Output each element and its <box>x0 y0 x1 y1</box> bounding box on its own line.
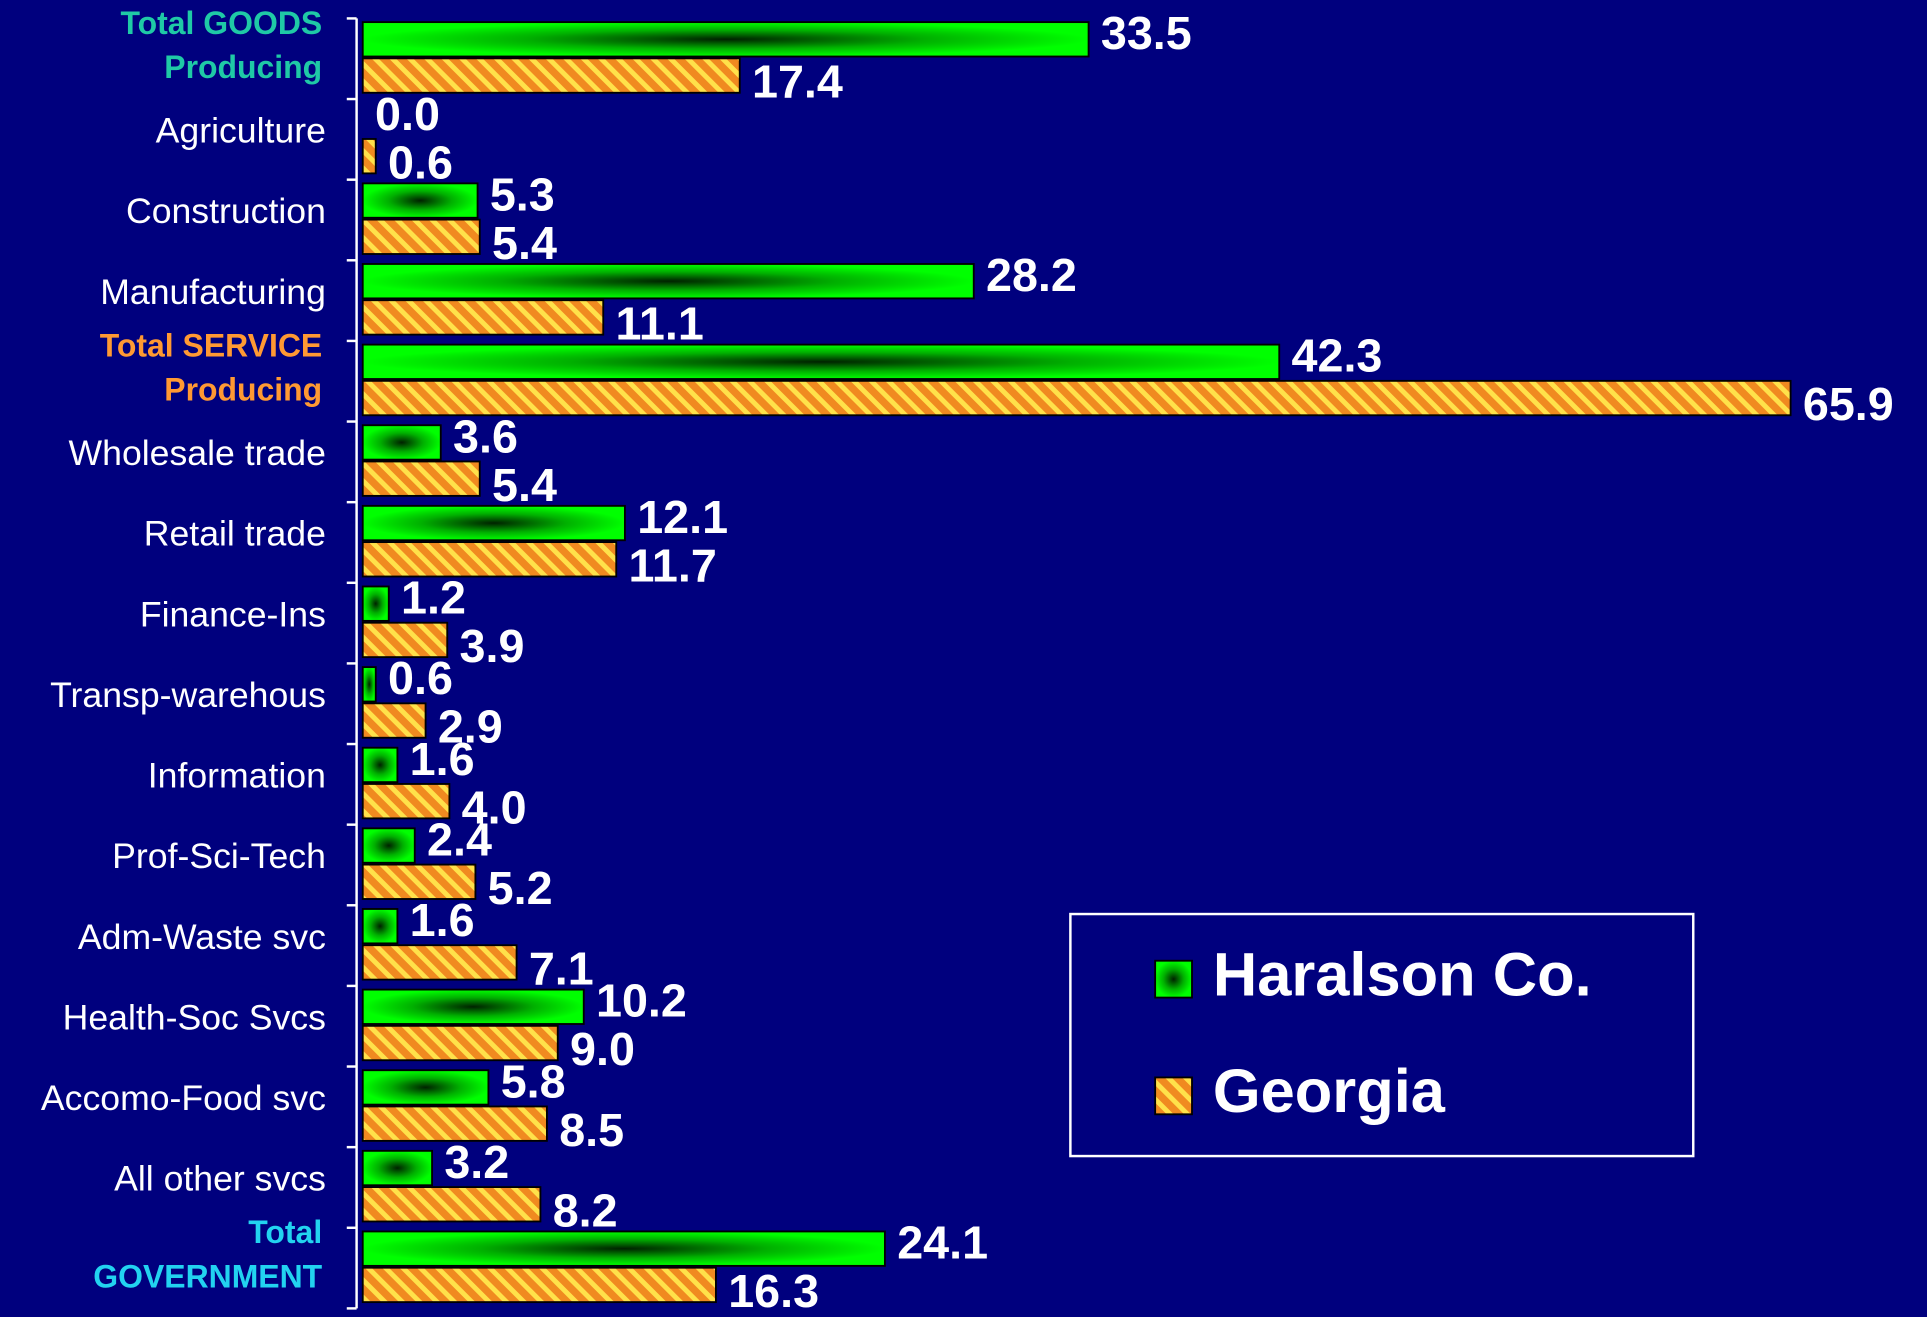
bar <box>361 827 416 864</box>
data-label: 24.1 <box>897 1217 988 1269</box>
data-label: 33.5 <box>1101 7 1192 59</box>
y-tick-label: Construction <box>126 191 326 231</box>
bar <box>361 460 481 497</box>
y-tick-label: Finance-Ins <box>140 594 326 634</box>
y-tick-label: Transp-warehous <box>50 675 326 715</box>
bar <box>361 1105 548 1142</box>
data-label: 1.6 <box>410 894 475 946</box>
data-label: 9.0 <box>570 1023 635 1075</box>
data-label: 42.3 <box>1292 330 1383 382</box>
y-tick-label: Health-Soc Svcs <box>63 997 326 1037</box>
bar <box>361 299 605 336</box>
data-label: 11.7 <box>629 539 717 591</box>
legend-label: Georgia <box>1213 1057 1446 1126</box>
data-label: 0.6 <box>388 652 453 704</box>
y-tick-label: Agriculture <box>156 111 326 151</box>
data-label: 0.6 <box>388 136 453 188</box>
data-label: 12.1 <box>637 491 728 543</box>
data-label: 8.2 <box>553 1184 618 1236</box>
bar <box>361 379 1792 417</box>
bar <box>361 138 377 175</box>
bar <box>361 1149 433 1187</box>
bar <box>361 1266 717 1304</box>
y-tick-label: Manufacturing <box>100 272 326 312</box>
legend-box <box>1069 912 1695 1158</box>
bar <box>361 424 442 461</box>
data-label: 0.0 <box>375 88 440 140</box>
bar <box>361 1069 490 1106</box>
bar <box>361 57 741 94</box>
bar <box>361 21 1090 58</box>
bar <box>361 988 585 1025</box>
bar <box>361 621 449 659</box>
data-label: 4.0 <box>462 781 527 833</box>
data-label: 5.4 <box>492 459 557 511</box>
data-label: 5.4 <box>492 217 557 269</box>
y-tick-label: Accomo-Food svc <box>41 1078 326 1118</box>
y-tick-label: Prof-Sci-Tech <box>112 836 326 876</box>
bar <box>361 702 427 739</box>
legend-swatch <box>1154 959 1193 999</box>
data-label: 5.8 <box>501 1055 566 1107</box>
bar <box>361 666 377 703</box>
bar <box>361 1024 559 1062</box>
legend-swatch <box>1154 1076 1193 1116</box>
bar <box>361 1230 886 1267</box>
data-label: 10.2 <box>596 975 687 1027</box>
data-label: 16.3 <box>728 1265 819 1317</box>
bar <box>361 1186 542 1223</box>
y-tick-label: All other svcs <box>114 1159 326 1199</box>
data-label: 5.3 <box>490 168 555 220</box>
data-label: 28.2 <box>986 249 1077 301</box>
data-label: 11.1 <box>616 298 704 350</box>
bar <box>361 218 481 255</box>
data-label: 3.9 <box>460 620 525 672</box>
data-label: 3.6 <box>453 410 518 462</box>
legend-label: Haralson Co. <box>1213 940 1592 1009</box>
y-tick-label: Total GOODS Producing <box>121 5 323 85</box>
bar <box>361 863 477 900</box>
bar <box>361 504 626 542</box>
data-label: 5.2 <box>488 862 553 914</box>
y-tick-label: Wholesale trade <box>69 433 326 473</box>
bar <box>361 541 618 578</box>
bar <box>361 944 518 981</box>
y-tick-label: Information <box>148 756 326 796</box>
bar <box>361 182 479 219</box>
bar <box>361 263 975 300</box>
bar <box>361 746 399 784</box>
y-tick-label: Adm-Waste svc <box>78 917 326 957</box>
bar <box>361 783 451 820</box>
data-label: 1.2 <box>401 572 466 624</box>
data-label: 8.5 <box>559 1104 624 1156</box>
data-label: 17.4 <box>752 56 843 108</box>
y-tick-label: Total GOVERNMENT <box>93 1215 322 1295</box>
bar <box>361 908 399 945</box>
data-label: 2.4 <box>427 813 492 865</box>
bar <box>361 585 390 622</box>
data-label: 65.9 <box>1803 378 1894 430</box>
data-label: 3.2 <box>444 1136 509 1188</box>
y-tick-label: Retail trade <box>144 514 326 554</box>
bar <box>361 343 1281 380</box>
data-label: 2.9 <box>438 701 503 753</box>
data-label: 1.6 <box>410 733 475 785</box>
y-tick-label: Total SERVICE Producing <box>100 328 322 408</box>
data-label: 7.1 <box>529 943 594 995</box>
